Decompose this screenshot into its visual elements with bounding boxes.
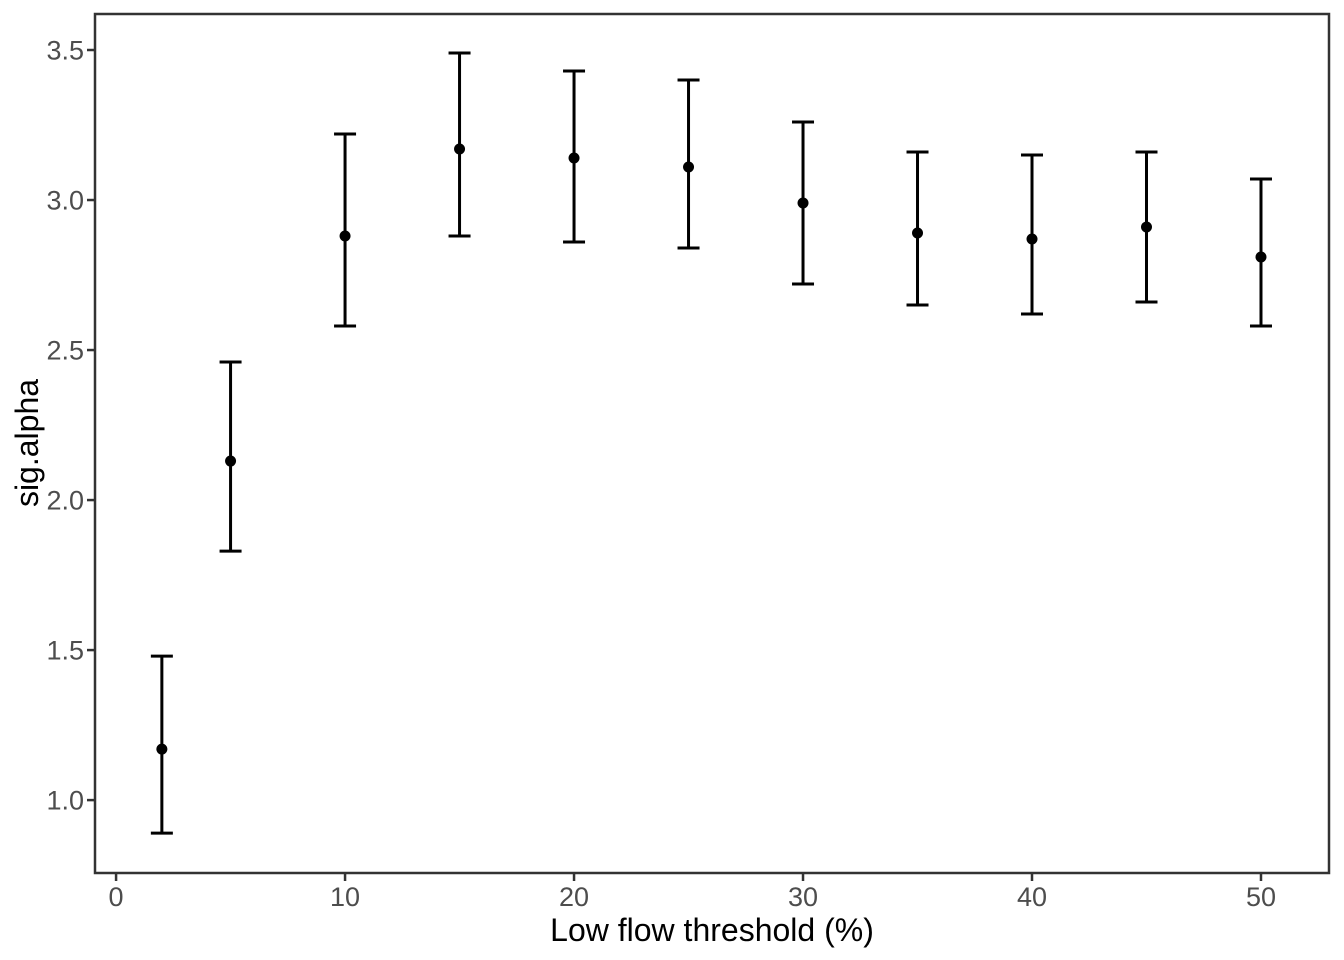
data-point xyxy=(1140,221,1152,233)
x-tick-label: 0 xyxy=(109,882,124,912)
x-tick-label: 10 xyxy=(330,882,360,912)
data-point xyxy=(683,161,695,173)
y-tick-label: 2.5 xyxy=(46,335,84,365)
data-point xyxy=(568,152,580,164)
x-tick-label: 20 xyxy=(559,882,589,912)
data-point xyxy=(1026,233,1038,245)
x-tick-label: 30 xyxy=(788,882,818,912)
y-tick-label: 2.0 xyxy=(46,486,84,516)
y-tick-label: 3.0 xyxy=(46,185,84,215)
y-axis-title: sig.alpha xyxy=(9,379,45,507)
data-point xyxy=(225,455,237,467)
x-tick-label: 40 xyxy=(1017,882,1047,912)
y-tick-label: 1.0 xyxy=(46,786,84,816)
data-point xyxy=(339,230,351,242)
y-tick-label: 1.5 xyxy=(46,636,84,666)
x-tick-label: 50 xyxy=(1246,882,1276,912)
data-point xyxy=(454,143,466,155)
plot-layer: 0 10 20 30 40 50 1.0 1.5 2.0 2.5 3.0 3.5 xyxy=(46,12,1331,912)
plot-panel xyxy=(93,12,1331,875)
data-point xyxy=(1255,251,1267,263)
x-axis-title: Low flow threshold (%) xyxy=(550,912,874,948)
data-point xyxy=(912,227,924,239)
y-tick-label: 3.5 xyxy=(46,35,84,65)
data-point xyxy=(797,197,809,209)
data-point xyxy=(156,743,168,755)
